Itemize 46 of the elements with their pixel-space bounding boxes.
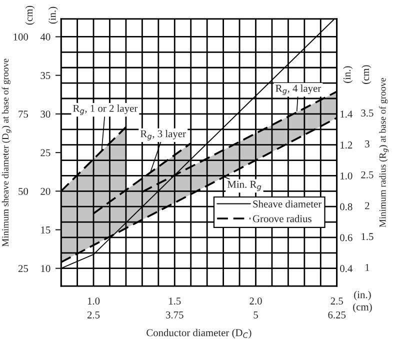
text: (in.) (48, 6, 58, 24)
text: (cm) (25, 6, 35, 25)
x2-tick-label: 2.5 (87, 311, 100, 318)
x-tick-label: 1.0 (88, 298, 100, 305)
y-tick-label: 40 (40, 33, 50, 40)
y-tick-label: 30 (40, 110, 50, 118)
text: 3 (365, 140, 370, 148)
y2-tick-label: 1.0 (340, 172, 352, 180)
y-tick-label: 10 (41, 265, 50, 272)
y-tick-label: 25 (40, 149, 50, 156)
y3-tick-label: 25 (18, 265, 28, 272)
y-tick-label: 35 (40, 72, 50, 80)
y2-tick-label: 1.2 (340, 142, 352, 149)
annotation: R$_{g}$, 4 layer (276, 84, 322, 95)
y2-tick-label: 0.4 (340, 265, 353, 272)
annotation: R$_{g}$, 1 or 2 layer (73, 104, 138, 115)
y2-axis-title: Minimum radius (R$_{g}$) at base of groove (379, 78, 389, 228)
x2-tick-label: 3.75 (166, 311, 184, 318)
y2-tick-label: 0.8 (340, 203, 352, 210)
x-axis-title: Conductor diameter (D$_{C}$) (146, 328, 252, 338)
y3-tick-label: 100 (14, 33, 28, 40)
y3-tick-label: 50 (18, 188, 28, 195)
text: 1.5 (362, 233, 374, 240)
text: (cm) (362, 65, 372, 84)
x-tick-label: 2.0 (250, 298, 262, 305)
x-tick-label: 1.5 (169, 298, 181, 305)
annotation: R$_{g}$, 3 layer (140, 130, 186, 140)
x2-tick-label: 6.25 (328, 311, 346, 318)
text: (in.) (354, 290, 371, 300)
annotation: Min. R$_{g}$ (227, 180, 262, 191)
text: 3.5 (361, 110, 374, 117)
text: (in.) (343, 66, 353, 83)
y-axis-title: Minimum sheave diameter (D$_{g}$) at base of groove (2, 58, 12, 246)
text: (cm) (353, 303, 372, 313)
text: 2.5 (361, 171, 374, 178)
x2-tick-label: 5 (254, 312, 258, 318)
y2-tick-label: 0.6 (340, 234, 352, 242)
y2-tick-label: 1.4 (340, 110, 353, 118)
y3-tick-label: 75 (18, 110, 28, 118)
text: 1 (366, 264, 370, 271)
x-tick-label: 2.5 (330, 298, 343, 305)
legend-label: Groove radius (252, 214, 312, 222)
y-tick-label: 15 (41, 226, 50, 234)
text: 2 (365, 202, 370, 210)
legend-label: Sheave diameter (253, 200, 322, 208)
y-tick-label: 20 (40, 188, 50, 195)
